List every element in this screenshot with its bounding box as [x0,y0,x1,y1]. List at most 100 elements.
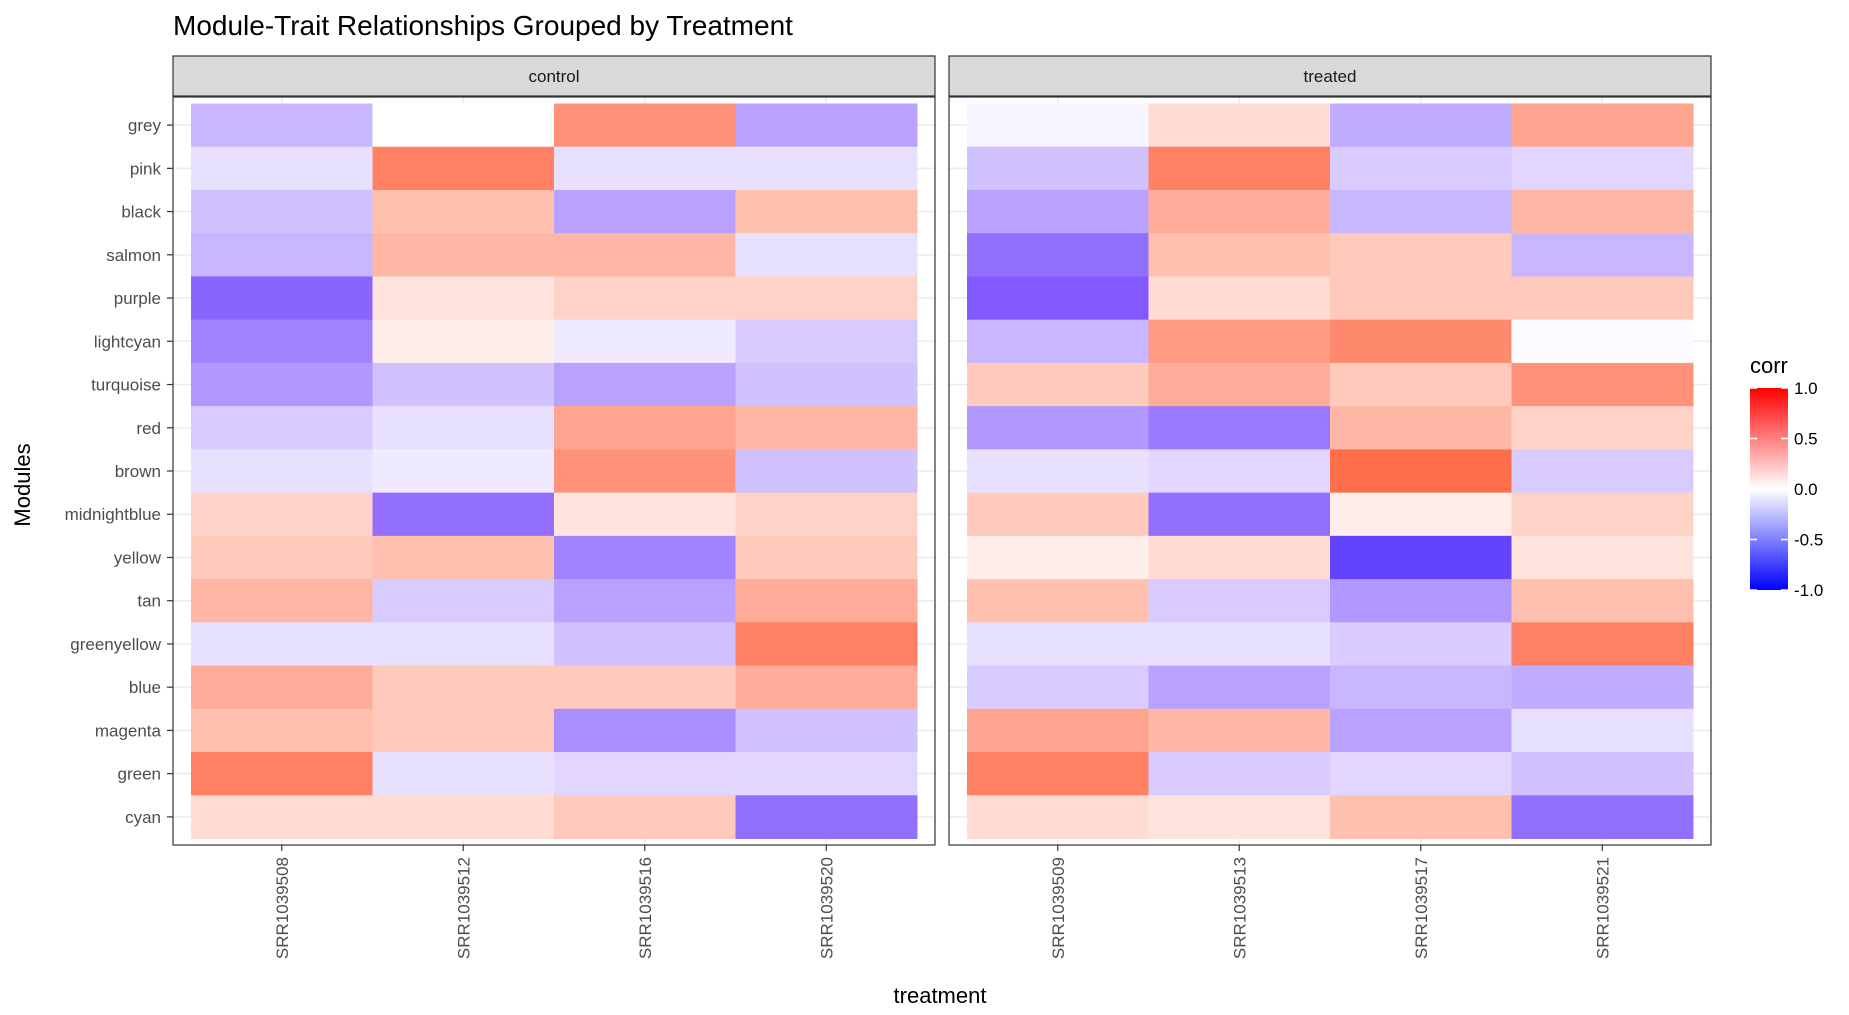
x-tick-label: SRR1039509 [1049,857,1068,959]
legend-tick-label: -0.5 [1794,531,1823,550]
legend-tick-label: 0.0 [1794,480,1818,499]
heatmap-tile-cyan-SRR1039508 [191,795,373,840]
y-tick-label: cyan [125,808,161,827]
heatmap-tile-greenyellow-SRR1039509 [967,622,1149,667]
heatmap-tile-brown-SRR1039509 [967,449,1149,494]
heatmap-tile-grey-SRR1039509 [967,103,1149,148]
heatmap-tile-blue-SRR1039513 [1148,665,1331,710]
heatmap-tile-green-SRR1039516 [554,752,736,796]
heatmap-tile-green-SRR1039521 [1511,752,1694,796]
heatmap-tile-brown-SRR1039520 [735,449,918,494]
y-tick-label: salmon [106,246,161,265]
chart-title: Module-Trait Relationships Grouped by Tr… [173,10,793,41]
heatmap-tile-lightcyan-SRR1039513 [1148,319,1331,364]
heatmap-tile-red-SRR1039512 [372,406,555,450]
heatmap-tile-salmon-SRR1039516 [554,233,736,277]
heatmap-tile-tan-SRR1039513 [1148,579,1331,623]
heatmap-tile-turquoise-SRR1039509 [967,362,1149,407]
y-tick-label: pink [130,159,162,178]
y-axis-label: Modules [10,443,35,526]
heatmap-tile-blue-SRR1039512 [372,665,555,710]
heatmap-tile-pink-SRR1039509 [967,146,1149,191]
legend: corr 1.0 0.5 0.0 -0.5 -1.0 [1750,353,1823,600]
heatmap-tile-salmon-SRR1039508 [191,233,373,277]
facet-strip [948,55,1712,97]
heatmap-tile-green-SRR1039513 [1148,752,1331,796]
heatmap-tile-turquoise-SRR1039512 [372,362,555,407]
heatmap-tile-brown-SRR1039517 [1330,449,1512,494]
heatmap-tile-pink-SRR1039512 [372,146,555,191]
heatmap-tile-midnightblue-SRR1039517 [1330,492,1512,537]
heatmap-tile-brown-SRR1039521 [1511,449,1694,494]
heatmap-tile-green-SRR1039520 [735,752,918,796]
x-tick-label: SRR1039513 [1230,857,1249,959]
heatmap-tile-magenta-SRR1039509 [967,708,1149,753]
heatmap-tile-yellow-SRR1039521 [1511,535,1694,580]
heatmap-tile-purple-SRR1039509 [967,276,1149,321]
heatmap-tile-midnightblue-SRR1039509 [967,492,1149,537]
heatmap-tile-midnightblue-SRR1039521 [1511,492,1694,537]
heatmap-tile-pink-SRR1039508 [191,146,373,191]
heatmap-tile-brown-SRR1039508 [191,449,373,494]
y-tick-label: black [121,203,161,222]
heatmap-tile-pink-SRR1039520 [735,146,918,191]
heatmap-tile-tan-SRR1039517 [1330,579,1512,623]
panel-control: control SRR1039508 SRR1039512 SRR1039516 SRR… [172,55,936,959]
heatmap-tile-midnightblue-SRR1039512 [372,492,555,537]
heatmap-tile-cyan-SRR1039521 [1511,795,1694,840]
heatmap-tile-grey-SRR1039508 [191,103,373,148]
y-tick-label: red [136,419,161,438]
heatmap-tile-tan-SRR1039512 [372,579,555,623]
heatmap-tile-salmon-SRR1039509 [967,233,1149,277]
x-tick-label: SRR1039517 [1412,857,1431,959]
y-tick-label: green [118,765,161,784]
heatmap-tile-midnightblue-SRR1039516 [554,492,736,537]
heatmap-tile-black-SRR1039520 [735,189,918,234]
heatmap-tile-greenyellow-SRR1039520 [735,622,918,667]
heatmap-tile-black-SRR1039521 [1511,189,1694,234]
y-tick-label: grey [128,116,162,135]
x-tick-label: SRR1039508 [273,857,292,959]
panel-border [948,96,1712,846]
facet-strip-label: control [528,67,579,86]
heatmap-tile-turquoise-SRR1039520 [735,362,918,407]
heatmap-tile-black-SRR1039508 [191,189,373,234]
heatmap-tile-magenta-SRR1039516 [554,708,736,753]
y-tick-label: blue [129,678,161,697]
heatmap-tile-red-SRR1039513 [1148,406,1331,450]
heatmap-tile-grey-SRR1039521 [1511,103,1694,148]
y-tick-label: brown [115,462,161,481]
y-axis: grey pink black salmon purple lightcyan turquo… [65,116,173,827]
heatmap-tile-magenta-SRR1039517 [1330,708,1512,753]
heatmap-tile-magenta-SRR1039508 [191,708,373,753]
heatmap-tile-greenyellow-SRR1039508 [191,622,373,667]
heatmap-tile-green-SRR1039508 [191,752,373,796]
heatmap-tile-red-SRR1039509 [967,406,1149,450]
heatmap-tile-blue-SRR1039516 [554,665,736,710]
heatmap-tile-purple-SRR1039517 [1330,276,1512,321]
heatmap-tile-salmon-SRR1039520 [735,233,918,277]
heatmap-tile-blue-SRR1039521 [1511,665,1694,710]
heatmap-tile-blue-SRR1039520 [735,665,918,710]
y-tick-label: turquoise [91,376,161,395]
heatmap-tile-magenta-SRR1039513 [1148,708,1331,753]
heatmap-tile-green-SRR1039512 [372,752,555,796]
legend-ticks: 1.0 0.5 0.0 -0.5 -1.0 [1750,379,1823,600]
heatmap-tile-salmon-SRR1039517 [1330,233,1512,277]
y-tick-label: midnightblue [65,505,161,524]
heatmap-tile-cyan-SRR1039509 [967,795,1149,840]
heatmap-tile-greenyellow-SRR1039516 [554,622,736,667]
heatmap-tile-turquoise-SRR1039508 [191,362,373,407]
heatmap-tile-pink-SRR1039517 [1330,146,1512,191]
heatmap-tile-midnightblue-SRR1039520 [735,492,918,537]
heatmap-tile-greenyellow-SRR1039513 [1148,622,1331,667]
heatmap-tile-purple-SRR1039513 [1148,276,1331,321]
y-tick-label: purple [114,289,161,308]
heatmap-tile-salmon-SRR1039521 [1511,233,1694,277]
heatmap-tile-tan-SRR1039516 [554,579,736,623]
x-tick-label: SRR1039520 [817,857,836,959]
heatmap-tile-black-SRR1039509 [967,189,1149,234]
x-tick-label: SRR1039516 [636,857,655,959]
heatmap-tile-yellow-SRR1039513 [1148,535,1331,580]
heatmap-tile-purple-SRR1039516 [554,276,736,321]
